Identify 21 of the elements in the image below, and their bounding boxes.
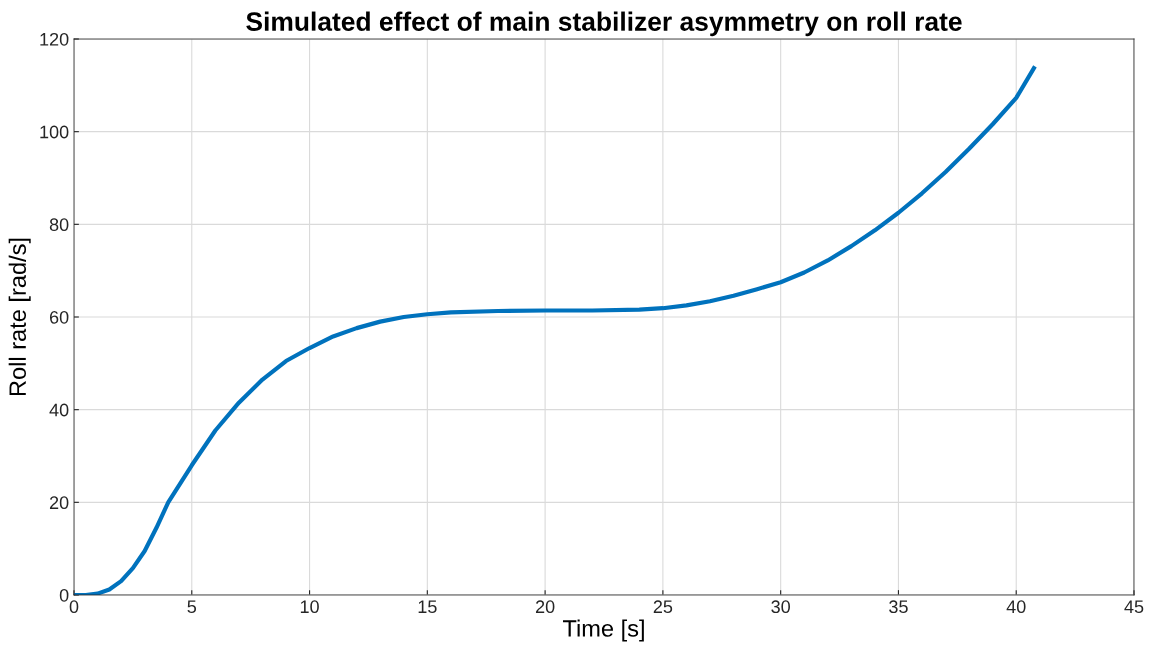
x-tick-label: 20 [535,600,555,614]
y-tick-label: 40 [49,403,69,417]
x-tick-label: 5 [187,600,197,614]
y-tick-label: 60 [49,310,69,324]
x-tick-label: 10 [300,600,319,614]
line-series [74,66,1036,595]
x-tick-label: 45 [1124,600,1144,614]
y-tick-label: 20 [49,496,69,510]
x-tick-label: 30 [771,600,790,614]
y-axis-title: Roll rate [rad/s] [8,238,31,396]
x-tick-label: 15 [418,600,437,614]
x-axis-title: Time [s] [563,619,644,642]
x-tick-label: 35 [889,600,908,614]
y-tick-label: 80 [49,218,69,232]
x-tick-label: 25 [653,600,673,614]
y-tick-label: 100 [40,125,69,139]
chart-title: Simulated effect of main stabilizer asymmetry on roll rate [246,11,962,37]
y-tick-label: 0 [59,588,69,602]
x-tick-label: 40 [1006,600,1026,614]
x-tick-label: 0 [69,600,79,614]
y-tick-label: 120 [40,32,69,46]
